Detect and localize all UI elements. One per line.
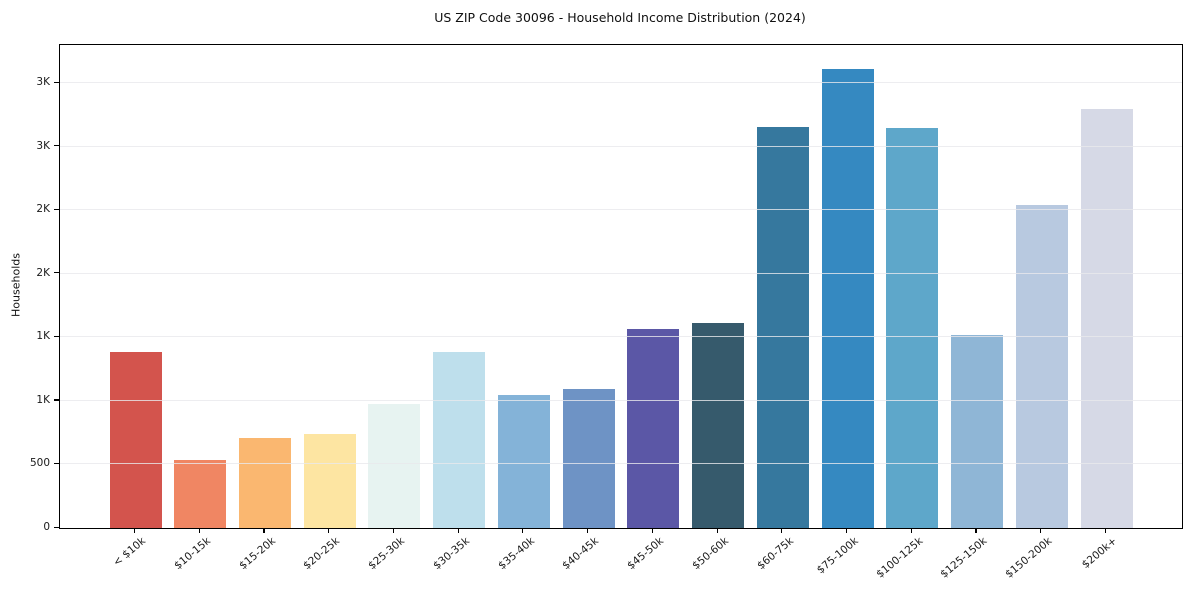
x-tick-label-30-35k: $30-35k <box>431 535 472 573</box>
x-tick-mark <box>522 528 524 533</box>
x-tick-mark <box>910 528 912 533</box>
x-tick-label-20-25k: $20-25k <box>301 535 343 573</box>
x-tick-mark <box>781 528 783 533</box>
gridline-1000 <box>60 399 1182 401</box>
gridline-500 <box>60 463 1182 465</box>
x-tick-label-35-40k: $35-40k <box>495 535 537 573</box>
x-tick-label-150-200k: $150-200k <box>1003 535 1055 581</box>
y-tick-label: 0 <box>43 521 50 533</box>
y-tick-mark <box>54 462 59 465</box>
y-tick-mark <box>54 526 59 528</box>
y-tick-mark <box>54 399 59 401</box>
bar-40-45k <box>562 388 615 528</box>
y-axis-title: Households <box>9 253 23 317</box>
gridline-2000 <box>60 272 1182 274</box>
bar-125-150k <box>951 334 1004 528</box>
x-tick-mark <box>457 528 459 533</box>
bar-35-40k <box>497 395 550 528</box>
x-tick-label-45-50k: $45-50k <box>625 535 667 573</box>
x-tick-label-100-125k: $100-125k <box>873 535 926 581</box>
x-tick-label-25-30k: $25-30k <box>366 535 408 573</box>
bar-25-30k <box>368 404 421 528</box>
x-tick-mark <box>651 528 653 533</box>
x-tick-label-15-20k: $15-20k <box>236 535 278 573</box>
x-tick-mark <box>263 528 265 533</box>
x-tick-label-50-60k: $50-60k <box>689 535 731 573</box>
y-tick-mark <box>54 81 59 83</box>
x-tick-label-40-45k: $40-45k <box>560 535 602 573</box>
gridline-3000 <box>60 145 1182 147</box>
x-tick-mark <box>587 528 589 533</box>
y-tick-mark <box>54 208 59 210</box>
x-tick-mark <box>198 528 200 533</box>
y-tick-label: 3K <box>36 76 50 89</box>
bar-50-60k <box>692 322 745 528</box>
bar-45-50k <box>627 329 680 528</box>
x-tick-mark <box>1040 528 1042 533</box>
bar-100-125k <box>886 128 939 528</box>
x-tick-mark <box>845 528 848 533</box>
y-tick-label: 1K <box>36 393 50 406</box>
bar-30-35k <box>433 351 486 528</box>
x-tick-mark <box>133 528 136 533</box>
plot-area <box>59 44 1183 529</box>
y-tick-mark <box>54 335 59 338</box>
gridline-1500 <box>60 336 1182 338</box>
y-tick-label: 1K <box>36 330 50 343</box>
y-tick-label: 500 <box>29 457 50 470</box>
bar-20-25k <box>303 433 356 528</box>
bar-200k <box>1080 108 1133 528</box>
x-tick-label-75-100k: $75-100k <box>814 535 861 577</box>
y-tick-mark <box>54 145 59 147</box>
y-tick-label: 2K <box>36 203 50 216</box>
x-tick-mark <box>392 528 395 533</box>
x-tick-mark <box>1104 528 1107 533</box>
x-tick-label-10-15k: $10-15k <box>172 535 213 573</box>
x-tick-label-10k: < $10k <box>111 535 149 569</box>
x-tick-mark <box>975 528 977 533</box>
y-tick-label: 2K <box>36 266 50 279</box>
bar-10k <box>109 351 162 528</box>
x-tick-mark <box>328 528 330 533</box>
x-tick-mark <box>716 528 718 533</box>
bar-150-200k <box>1015 204 1068 528</box>
bar-10-15k <box>174 460 227 528</box>
y-tick-label: 3K <box>36 139 50 152</box>
chart-title: US ZIP Code 30096 - Household Income Dis… <box>434 10 806 25</box>
bar-15-20k <box>238 437 291 528</box>
bar-60-75k <box>756 126 809 528</box>
x-tick-label-125-150k: $125-150k <box>938 535 990 581</box>
x-tick-label-60-75k: $60-75k <box>754 535 796 573</box>
y-tick-mark <box>54 272 59 274</box>
bar-75-100k <box>821 68 874 528</box>
gridline-2500 <box>60 209 1182 211</box>
gridline-3500 <box>60 82 1182 84</box>
x-tick-label-200k: $200k+ <box>1079 535 1120 571</box>
